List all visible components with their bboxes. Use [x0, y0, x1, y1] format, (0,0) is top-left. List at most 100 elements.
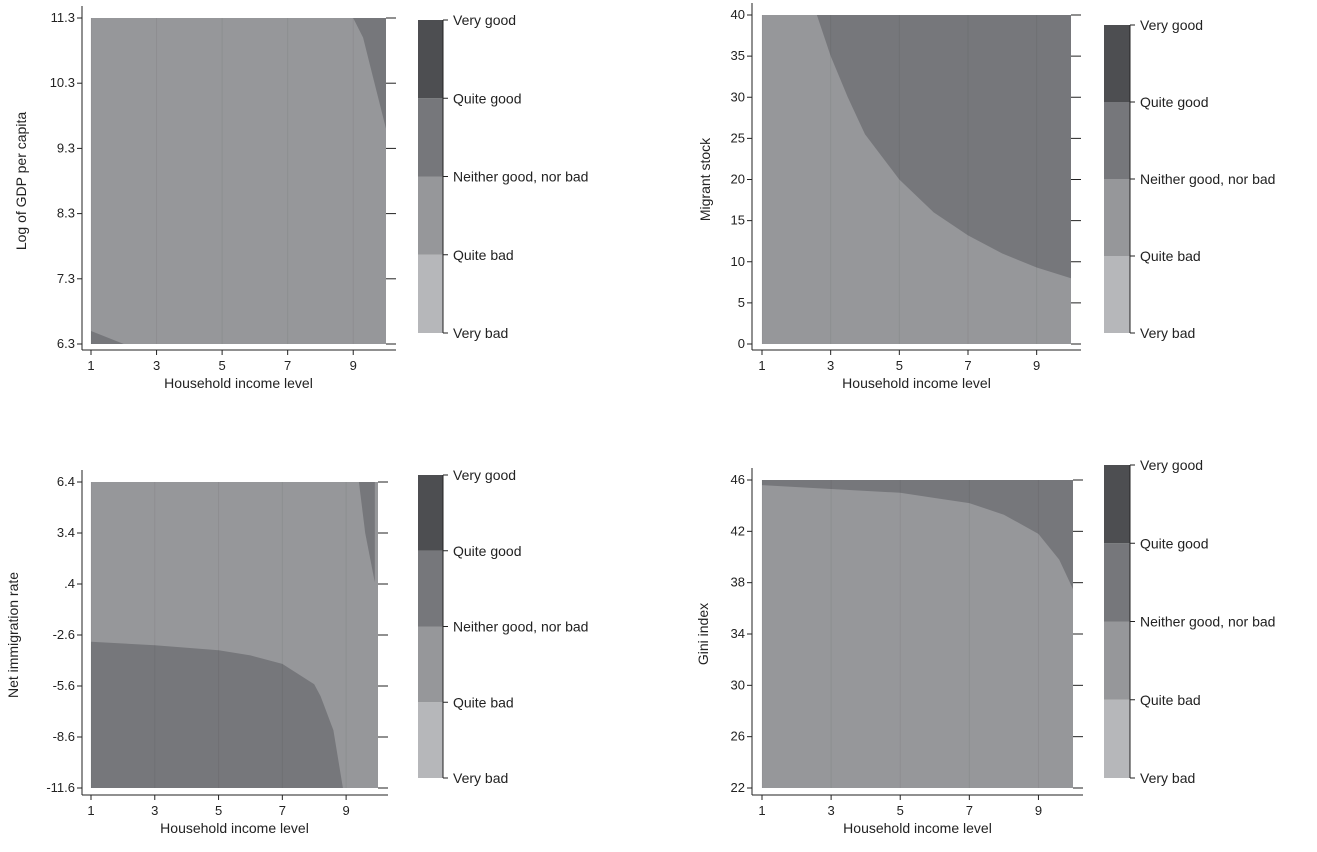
- y-tick-label: 6.3: [57, 336, 75, 351]
- legend-band: [418, 98, 443, 177]
- legend-label: Neither good, nor bad: [453, 619, 588, 635]
- y-tick-label: 35: [731, 48, 745, 63]
- y-tick-label: 38: [731, 575, 745, 590]
- y-tick-label: 30: [731, 677, 745, 692]
- y-tick-label: .4: [64, 576, 75, 591]
- legend-band: [418, 550, 443, 627]
- y-tick-label: -2.6: [53, 627, 75, 642]
- legend-label: Quite bad: [1140, 248, 1201, 264]
- legend-label: Very bad: [1140, 325, 1195, 341]
- y-tick-label: -5.6: [53, 678, 75, 693]
- y-tick-label: 15: [731, 213, 745, 228]
- y-tick-label: 22: [731, 780, 745, 795]
- legend-label: Quite good: [453, 543, 522, 559]
- legend-label: Very bad: [1140, 770, 1195, 786]
- y-tick-label: 10: [731, 254, 745, 269]
- x-tick-label: 3: [151, 803, 158, 818]
- legend-label: Very good: [1140, 17, 1203, 33]
- legend-label: Neither good, nor bad: [1140, 614, 1275, 630]
- y-axis-title: Log of GDP per capita: [13, 112, 29, 250]
- legend-band: [1104, 179, 1130, 256]
- legend-band: [418, 20, 443, 99]
- legend-band: [1104, 621, 1130, 700]
- legend-band: [1104, 465, 1130, 544]
- x-tick-label: 5: [896, 358, 903, 373]
- contour-region-1: [91, 641, 343, 788]
- contour-region-2: [358, 482, 375, 583]
- x-tick-label: 1: [758, 358, 765, 373]
- legend-band: [1104, 102, 1130, 179]
- y-tick-label: 25: [731, 130, 745, 145]
- legend: Very bad Quite bad Neither good, nor bad Qu…: [1104, 17, 1275, 341]
- contour-region-1: [353, 18, 386, 129]
- legend-band: [418, 475, 443, 551]
- legend-band: [418, 176, 443, 255]
- legend-band: [418, 254, 443, 333]
- legend-band: [1104, 25, 1130, 102]
- x-tick-label: 9: [1033, 358, 1040, 373]
- y-tick-label: 10.3: [50, 75, 75, 90]
- x-axis-title: Household income level: [164, 375, 313, 391]
- legend-band: [418, 702, 443, 778]
- x-tick-label: 9: [342, 803, 349, 818]
- chart-panel-1: 6.3 7.3 8.3 9.3 10.3 11.3 1 3 5 7 9 Household incom…: [13, 6, 588, 391]
- x-tick-label: 3: [153, 358, 160, 373]
- x-tick-label: 1: [87, 358, 94, 373]
- contour-region-1: [762, 480, 1073, 590]
- x-tick-label: 5: [215, 803, 222, 818]
- y-tick-label: 26: [731, 729, 745, 744]
- legend-label: Quite good: [453, 90, 522, 106]
- y-tick-label: 42: [731, 523, 745, 538]
- chart-panel-4: 22 26 30 34 38 42 46 1 3 5 7 9 Household income leve…: [695, 457, 1275, 836]
- contour-region-2: [91, 331, 124, 344]
- legend-label: Quite bad: [453, 247, 514, 263]
- legend-label: Neither good, nor bad: [1140, 171, 1275, 187]
- y-tick-label: 5: [738, 295, 745, 310]
- y-tick-label: 34: [731, 626, 745, 641]
- x-tick-label: 7: [284, 358, 291, 373]
- legend-label: Quite good: [1140, 535, 1209, 551]
- legend-label: Quite bad: [1140, 692, 1201, 708]
- contour-region-1: [816, 15, 1071, 279]
- legend-label: Very bad: [453, 770, 508, 786]
- y-tick-label: 7.3: [57, 271, 75, 286]
- legend-band: [1104, 699, 1130, 778]
- legend-band: [1104, 256, 1130, 333]
- legend-label: Quite good: [1140, 94, 1209, 110]
- contour-background: [762, 480, 1073, 788]
- x-tick-label: 9: [1035, 803, 1042, 818]
- chart-panel-3: -11.6 -8.6 -5.6 -2.6 .4 3.4 6.4 1 3 5 7 9 Household …: [5, 467, 588, 836]
- x-tick-label: 7: [279, 803, 286, 818]
- x-tick-label: 5: [218, 358, 225, 373]
- x-tick-label: 5: [897, 803, 904, 818]
- contour-background: [91, 18, 386, 344]
- y-tick-label: 20: [731, 172, 745, 187]
- legend: Very bad Quite bad Neither good, nor bad Qu…: [1104, 457, 1275, 786]
- y-tick-label: -11.6: [46, 780, 75, 795]
- y-tick-label: 3.4: [57, 525, 75, 540]
- legend-label: Very bad: [453, 325, 508, 341]
- y-axis-title: Migrant stock: [697, 137, 713, 221]
- y-tick-label: 30: [731, 89, 745, 104]
- x-tick-label: 1: [758, 803, 765, 818]
- x-tick-label: 3: [827, 803, 834, 818]
- legend-label: Quite bad: [453, 694, 514, 710]
- legend: Very bad Quite bad Neither good, nor bad Qu…: [418, 467, 588, 786]
- legend-label: Very good: [453, 467, 516, 483]
- x-tick-label: 3: [827, 358, 834, 373]
- x-tick-label: 9: [350, 358, 357, 373]
- x-axis-title: Household income level: [843, 820, 992, 836]
- legend-band: [418, 626, 443, 703]
- y-tick-label: 6.4: [57, 474, 75, 489]
- y-tick-label: 8.3: [57, 206, 75, 221]
- legend: Very bad Quite bad Neither good, nor bad Qu…: [418, 12, 588, 341]
- legend-band: [1104, 543, 1130, 622]
- y-tick-label: 11.3: [51, 10, 75, 25]
- legend-label: Neither good, nor bad: [453, 169, 588, 185]
- x-axis-title: Household income level: [160, 820, 309, 836]
- x-tick-label: 7: [966, 803, 973, 818]
- legend-label: Very good: [1140, 457, 1203, 473]
- legend-label: Very good: [453, 12, 516, 28]
